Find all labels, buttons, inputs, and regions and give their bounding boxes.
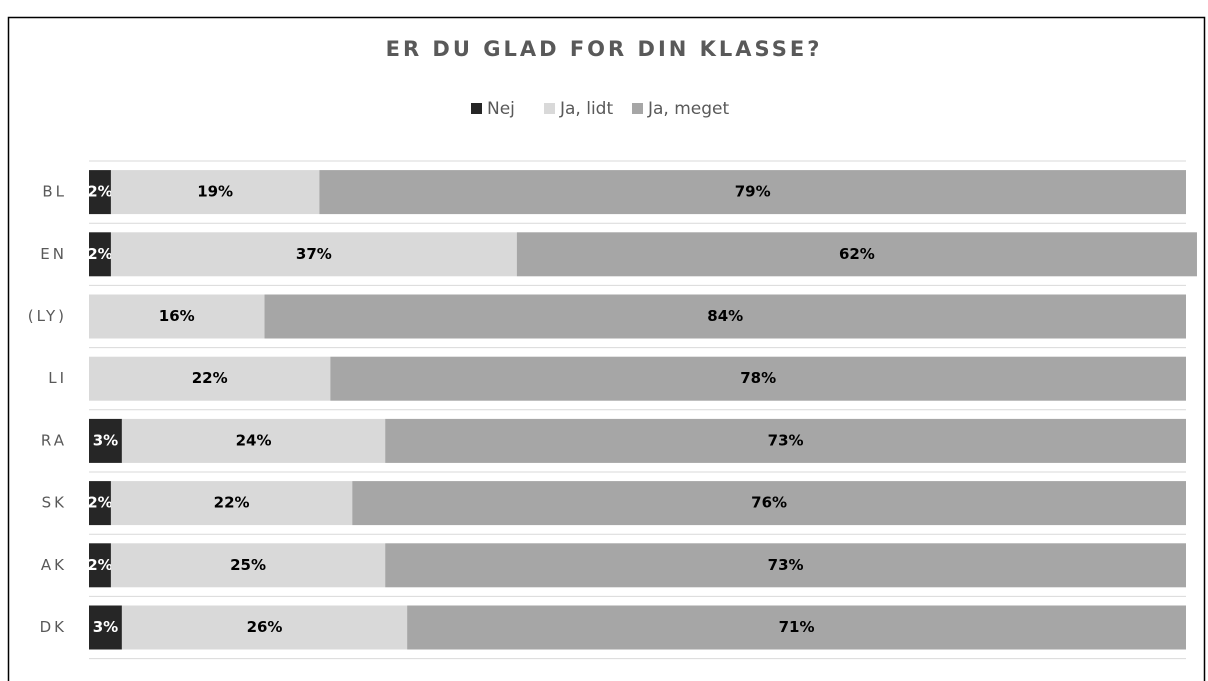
bar-segment xyxy=(89,605,122,650)
value-label: 76% xyxy=(751,494,787,512)
category-label: BL xyxy=(42,183,67,201)
bar-segment xyxy=(89,356,331,401)
category-label: RA xyxy=(41,431,67,449)
value-label: 3% xyxy=(93,431,118,449)
value-label: 37% xyxy=(296,245,332,263)
value-label: 73% xyxy=(768,556,804,574)
bar-segment xyxy=(319,170,1186,215)
value-label: 2% xyxy=(87,245,112,263)
category-label: LI xyxy=(48,369,67,387)
value-label: 19% xyxy=(197,183,233,201)
bar-segment xyxy=(89,481,111,526)
bar-segment xyxy=(516,232,1197,277)
bar-segment xyxy=(121,418,386,463)
bar-segment xyxy=(110,481,353,526)
category-label: SK xyxy=(42,494,67,512)
category-label: DK xyxy=(40,618,67,636)
value-label: 2% xyxy=(87,183,112,201)
chart-frame xyxy=(7,16,1206,681)
value-label: 26% xyxy=(247,618,283,636)
bar-segment xyxy=(89,170,111,215)
legend-label: Nej xyxy=(487,99,515,119)
value-label: 84% xyxy=(707,307,743,325)
bar-segment xyxy=(264,294,1186,339)
bar-segment xyxy=(385,418,1186,463)
legend-label: Ja, lidt xyxy=(559,99,613,119)
bar-segment xyxy=(121,605,408,650)
value-label: 3% xyxy=(93,618,118,636)
chart-title: ER DU GLAD FOR DIN KLASSE? xyxy=(386,37,823,61)
category-label: (LY) xyxy=(28,307,67,325)
legend-label: Ja, meget xyxy=(647,99,730,119)
legend-swatch xyxy=(544,103,555,114)
legend-swatch xyxy=(632,103,643,114)
bar-segment xyxy=(352,481,1186,526)
value-label: 73% xyxy=(768,431,804,449)
value-label: 16% xyxy=(159,307,195,325)
bar-segment xyxy=(407,605,1186,650)
bar-segment xyxy=(89,543,111,588)
bar-segment xyxy=(89,418,122,463)
bar-segment xyxy=(330,356,1187,401)
value-label: 24% xyxy=(236,431,272,449)
bar-segment xyxy=(110,543,386,588)
category-label: AK xyxy=(41,556,67,574)
value-label: 22% xyxy=(214,494,250,512)
value-label: 22% xyxy=(192,369,228,387)
bar-segment xyxy=(110,232,517,277)
bar-segment xyxy=(110,170,320,215)
value-label: 2% xyxy=(87,556,112,574)
value-label: 71% xyxy=(779,618,815,636)
legend-swatch xyxy=(471,103,482,114)
value-label: 62% xyxy=(839,245,875,263)
bar-segment xyxy=(89,232,111,277)
bar-segment xyxy=(385,543,1186,588)
category-label: EN xyxy=(40,245,67,263)
value-label: 2% xyxy=(87,494,112,512)
value-label: 78% xyxy=(740,369,776,387)
value-label: 79% xyxy=(735,183,771,201)
value-label: 25% xyxy=(230,556,266,574)
bar-segment xyxy=(89,294,265,339)
